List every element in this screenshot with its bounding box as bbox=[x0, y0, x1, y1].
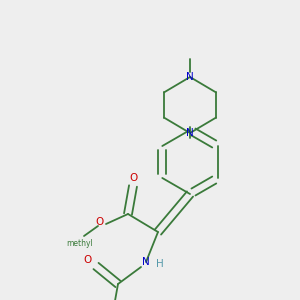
Text: H: H bbox=[156, 259, 164, 269]
Text: O: O bbox=[129, 173, 137, 183]
Text: methyl: methyl bbox=[67, 239, 93, 248]
Text: N: N bbox=[142, 257, 150, 267]
Text: O: O bbox=[84, 255, 92, 265]
Text: N: N bbox=[186, 128, 194, 138]
Text: N: N bbox=[186, 72, 194, 82]
Text: O: O bbox=[96, 217, 104, 227]
